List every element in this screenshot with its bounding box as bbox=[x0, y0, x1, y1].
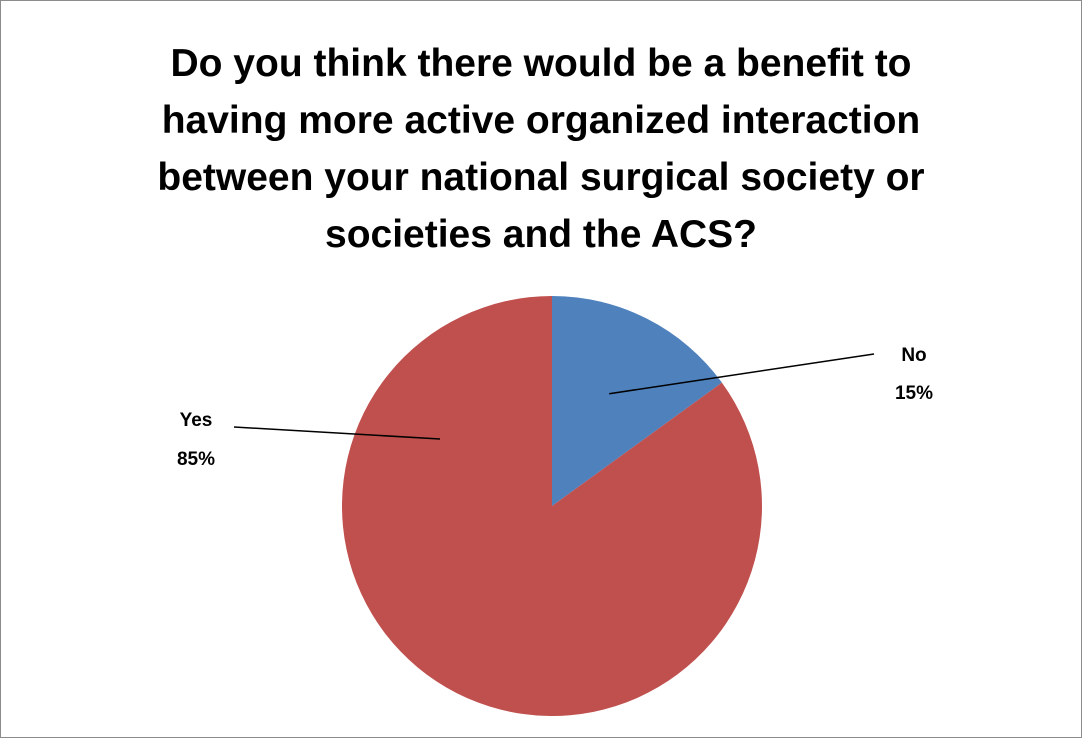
pie-slices bbox=[341, 296, 762, 716]
chart-title-line-1: Do you think there would be a benefit to bbox=[170, 42, 912, 85]
slice-label-no: No bbox=[901, 345, 926, 366]
pie-slice-yes bbox=[341, 296, 762, 716]
chart-title-line-2: having more active organized interaction bbox=[161, 99, 921, 142]
data-labels: No 15% Yes 85% bbox=[177, 345, 933, 470]
slice-label-yes: Yes bbox=[180, 410, 213, 431]
slice-value-yes: 85% bbox=[177, 449, 215, 470]
chart-title-line-3: between your national surgical society o… bbox=[157, 156, 925, 199]
pie-slice-no bbox=[552, 296, 722, 506]
leader-line-no bbox=[609, 353, 875, 395]
chart-title-line-4: societies and the ACS? bbox=[325, 213, 757, 256]
chart-title: Do you think there would be a benefit to… bbox=[101, 35, 981, 263]
leader-lines bbox=[233, 353, 875, 440]
slice-value-no: 15% bbox=[895, 383, 933, 404]
leader-line-yes bbox=[233, 426, 441, 440]
